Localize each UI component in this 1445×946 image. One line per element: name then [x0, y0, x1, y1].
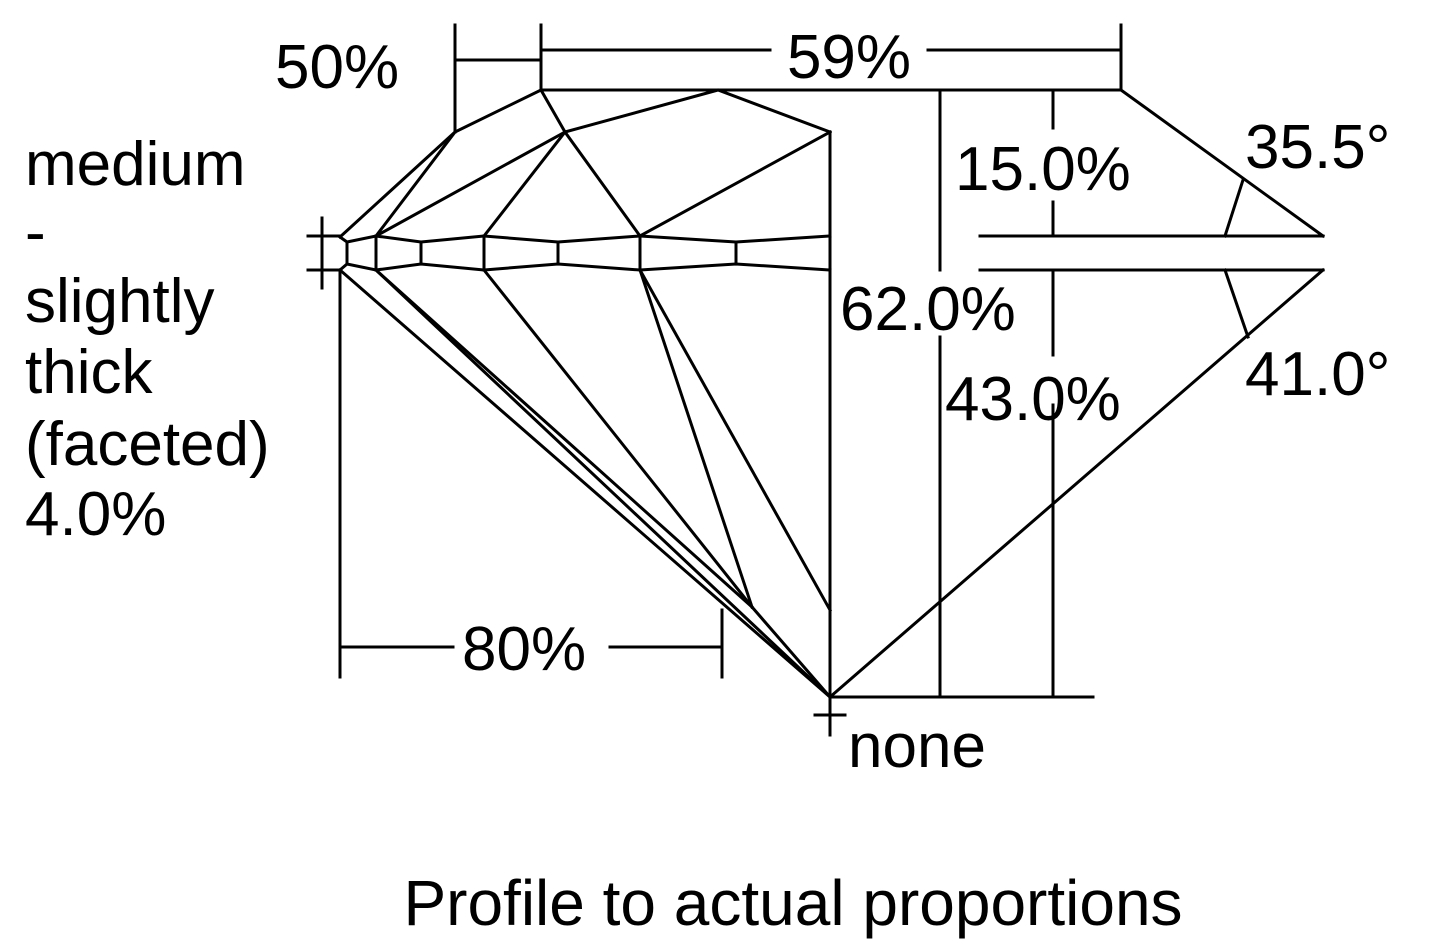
total-depth-label: 62.0%: [840, 275, 1016, 344]
girdle-description: medium - slightly thick (faceted) 4.0%: [25, 130, 270, 549]
girdle-line: slightly: [25, 267, 215, 336]
crosshair-markers: [306, 216, 847, 737]
dimension-lines: [338, 23, 1325, 699]
pavilion-outline: [337, 267, 1326, 700]
star-length-label: 50%: [275, 33, 399, 102]
crown-angle-label: 35.5°: [1245, 113, 1390, 182]
lower-half-length-label: 80%: [462, 615, 586, 684]
pavilion-angle-label: 41.0°: [1245, 340, 1390, 409]
girdle-line: medium: [25, 130, 246, 199]
crown-height-label: 15.0%: [955, 135, 1131, 204]
girdle-facets: [337, 234, 832, 273]
table-label: 59%: [787, 23, 911, 92]
crown-outline: [337, 87, 1326, 699]
girdle-line: (faceted): [25, 410, 270, 479]
diagram-title: Profile to actual proportions: [403, 867, 1182, 939]
pavilion-depth-label: 43.0%: [945, 365, 1121, 434]
girdle-line: 4.0%: [25, 480, 166, 549]
girdle-line: thick: [25, 338, 153, 407]
culet-label: none: [848, 712, 986, 781]
girdle-line: -: [25, 198, 46, 267]
